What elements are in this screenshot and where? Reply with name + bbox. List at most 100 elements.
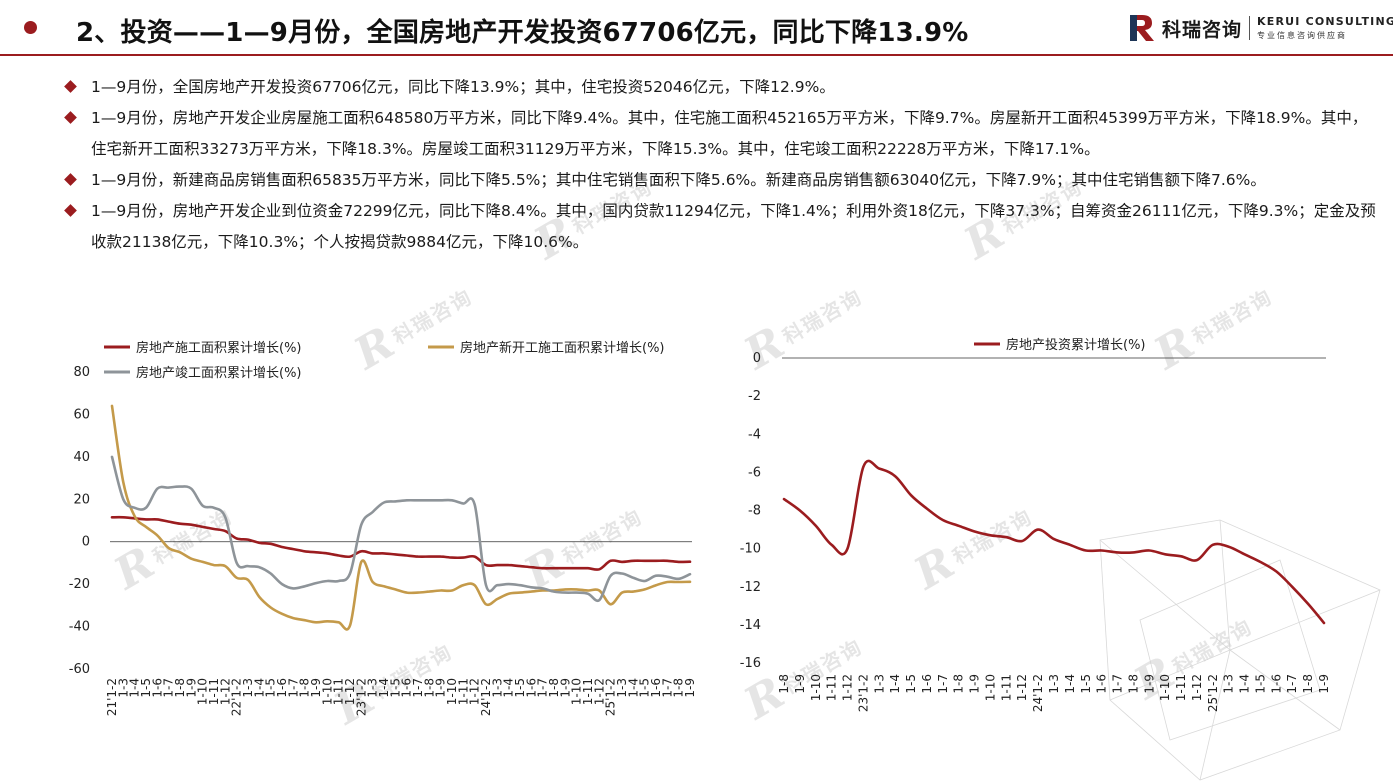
bullet-item: 1—9月份，新建商品房销售面积65835万平方米，同比下降5.5%；其中住宅销售… [60, 165, 1380, 196]
x-tick-label: 1-10 [1158, 674, 1172, 701]
y-tick-label: 0 [753, 351, 761, 366]
y-tick-label: -16 [740, 656, 761, 671]
x-tick-label: 1-6 [920, 674, 934, 694]
brand-logo: 科瑞咨询 KERUI CONSULTING 专业信息咨询供应商 [1128, 12, 1393, 44]
series-line [110, 404, 692, 631]
x-tick-label: 1-7 [286, 678, 300, 698]
x-tick-label: 1-5 [139, 678, 153, 698]
right-chart: 房地产投资累计增长(%) 0-2-4-6-8-10-12-14-16 1-8 1-… [740, 337, 1331, 712]
x-tick-label: 1-7 [936, 674, 950, 694]
bullet-list: 1—9月份，全国房地产开发投资67706亿元，同比下降13.9%；其中，住宅投资… [60, 72, 1380, 258]
y-tick-label: -20 [69, 577, 90, 592]
x-tick-label: 1-11 [581, 678, 595, 705]
series-line [782, 459, 1326, 625]
x-tick-label: 1-10 [570, 678, 584, 705]
x-tick-label: 1-7 [660, 678, 674, 698]
x-tick-label: 1-12 [218, 678, 232, 705]
diamond-bullet-icon [64, 80, 77, 93]
y-tick-label: -8 [748, 504, 761, 519]
x-tick-label: 1-4 [502, 678, 516, 698]
y-tick-label: 0 [82, 535, 90, 550]
logo-separator [1249, 16, 1251, 40]
x-tick-label: 1-9 [184, 678, 198, 698]
x-tick-label: 1-7 [162, 678, 176, 698]
bullet-item: 1—9月份，全国房地产开发投资67706亿元，同比下降13.9%；其中，住宅投资… [60, 72, 1380, 103]
header-bullet-dot [24, 21, 37, 34]
diamond-bullet-icon [64, 111, 77, 124]
x-tick-label: 1-10 [196, 678, 210, 705]
x-tick-label: 1-10 [320, 678, 334, 705]
legend-label: 房地产新开工施工面积累计增长(%) [460, 340, 665, 356]
x-tick-label: 1-11 [207, 678, 221, 705]
x-tick-label: 1-11 [1174, 674, 1188, 701]
y-tick-label: 20 [73, 492, 90, 507]
x-tick-label: 1-12 [1190, 674, 1204, 701]
header-rule [0, 54, 1393, 56]
x-tick-label: 1-8 [952, 674, 966, 694]
x-tick-label: 1-7 [411, 678, 425, 698]
x-tick-label: 1-3 [872, 674, 886, 694]
legend-label: 房地产投资累计增长(%) [1006, 337, 1146, 353]
x-tick-label: 24'1-2 [479, 678, 493, 716]
x-tick-label: 1-3 [615, 678, 629, 698]
x-tick-label: 1-9 [968, 674, 982, 694]
x-tick-label: 1-7 [1285, 674, 1299, 694]
x-tick-label: 1-6 [400, 678, 414, 698]
x-tick-label: 1-3 [1222, 674, 1236, 694]
x-tick-label: 1-4 [1238, 674, 1252, 694]
x-tick-label: 1-6 [1269, 674, 1283, 694]
x-tick-label: 1-12 [592, 678, 606, 705]
y-tick-label: -12 [740, 580, 761, 595]
x-tick-label: 1-11 [332, 678, 346, 705]
logo-chinese-name: 科瑞咨询 [1162, 18, 1243, 41]
x-tick-label: 24'1-2 [1031, 674, 1045, 712]
x-tick-label: 1-8 [1301, 674, 1315, 694]
x-tick-label: 1-6 [150, 678, 164, 698]
logo-tagline: 专业信息咨询供应商 [1257, 31, 1348, 40]
x-tick-label: 1-6 [524, 678, 538, 698]
x-tick-label: 1-3 [490, 678, 504, 698]
y-tick-label: -10 [740, 542, 761, 557]
x-tick-label: 1-8 [298, 678, 312, 698]
page-title: 2、投资——1—9月份，全国房地产开发投资67706亿元，同比下降13.9% [76, 18, 969, 48]
diamond-bullet-icon [64, 173, 77, 186]
x-tick-label: 1-5 [513, 678, 527, 698]
x-tick-label: 1-9 [793, 674, 807, 694]
x-tick-label: 1-4 [888, 674, 902, 694]
x-tick-label: 1-11 [456, 678, 470, 705]
x-tick-label: 1-9 [434, 678, 448, 698]
x-tick-label: 1-8 [547, 678, 561, 698]
x-tick-label: 1-7 [536, 678, 550, 698]
x-tick-label: 1-3 [116, 678, 130, 698]
x-tick-label: 1-12 [1015, 674, 1029, 701]
x-tick-label: 1-6 [649, 678, 663, 698]
x-tick-label: 1-12 [841, 674, 855, 701]
x-tick-label: 1-5 [1253, 674, 1267, 694]
y-tick-label: 80 [73, 365, 90, 380]
y-tick-label: -4 [748, 427, 761, 442]
x-tick-label: 1-12 [343, 678, 357, 705]
x-tick-label: 21'1-2 [105, 678, 119, 716]
bullet-text: 1—9月份，房地产开发企业房屋施工面积648580万平方米，同比下降9.4%。其… [91, 109, 1368, 158]
x-tick-label: 1-8 [672, 678, 686, 698]
logo-english-name: KERUI CONSULTING [1257, 15, 1393, 28]
logo-mark-icon [1130, 15, 1154, 41]
y-tick-label: 60 [73, 407, 90, 422]
x-tick-label: 1-6 [1095, 674, 1109, 694]
x-tick-label: 1-10 [809, 674, 823, 701]
y-tick-label: -14 [740, 618, 761, 633]
logo-english-block: KERUI CONSULTING 专业信息咨询供应商 [1257, 15, 1393, 41]
x-tick-label: 1-10 [983, 674, 997, 701]
bullet-item: 1—9月份，房地产开发企业到位资金72299亿元，同比下降8.4%。其中，国内贷… [60, 196, 1380, 258]
x-tick-label: 1-8 [777, 674, 791, 694]
legend-label: 房地产竣工面积累计增长(%) [136, 365, 302, 381]
x-tick-label: 1-12 [468, 678, 482, 705]
x-tick-label: 1-9 [1142, 674, 1156, 694]
x-tick-label: 1-4 [626, 678, 640, 698]
x-tick-label: 1-11 [825, 674, 839, 701]
x-tick-label: 1-5 [388, 678, 402, 698]
x-tick-label: 1-9 [1317, 674, 1331, 694]
x-tick-label: 1-4 [377, 678, 391, 698]
series-line [110, 455, 692, 603]
legend-label: 房地产施工面积累计增长(%) [136, 340, 302, 356]
